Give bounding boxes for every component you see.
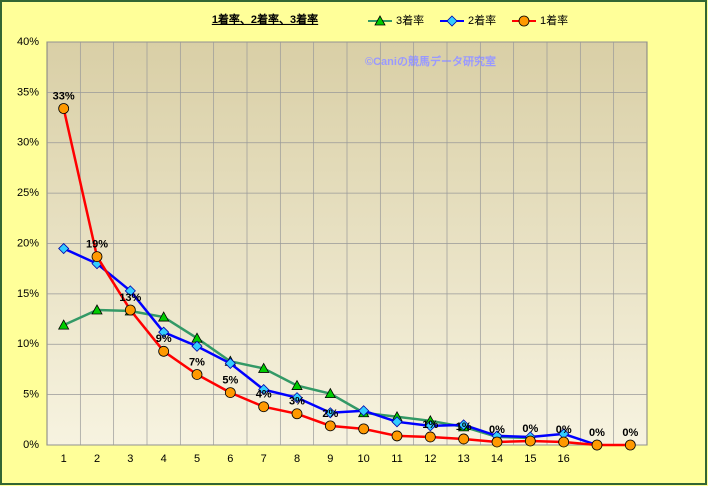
y-tick-label: 40%	[17, 36, 39, 48]
x-tick-label: 3	[127, 453, 133, 465]
data-label: 19%	[86, 239, 108, 251]
marker	[124, 304, 136, 316]
y-tick-label: 10%	[17, 338, 39, 350]
y-tick-label: 25%	[17, 187, 39, 199]
marker	[374, 15, 386, 26]
marker	[358, 405, 370, 417]
data-label: 13%	[119, 292, 141, 304]
data-label: 0%	[556, 424, 572, 436]
marker	[524, 435, 536, 447]
marker	[324, 387, 337, 399]
marker	[258, 384, 270, 396]
series-line	[62, 108, 631, 447]
x-tick-label: 12	[424, 453, 436, 465]
data-label: 3%	[289, 396, 305, 408]
marker	[291, 392, 303, 404]
x-tick-label: 14	[491, 453, 503, 465]
chart-title: 1着率、2着率、3着率	[212, 12, 318, 26]
marker	[258, 401, 270, 413]
marker	[391, 430, 403, 442]
marker	[558, 436, 570, 448]
data-label: 1%	[422, 419, 438, 431]
marker	[257, 362, 270, 373]
data-label: 1%	[456, 421, 472, 433]
marker	[291, 408, 303, 420]
data-label: 0%	[489, 424, 505, 436]
x-tick-label: 11	[391, 453, 402, 465]
data-label: 5%	[222, 375, 238, 387]
marker	[324, 407, 336, 419]
marker	[458, 433, 470, 445]
y-tick-label: 20%	[17, 237, 39, 249]
marker	[224, 387, 236, 399]
y-tick-label: 0%	[23, 439, 39, 451]
marker	[358, 423, 370, 435]
marker	[57, 319, 70, 330]
marker	[458, 419, 470, 431]
data-label: 33%	[53, 90, 75, 102]
marker	[591, 439, 603, 451]
marker	[424, 420, 436, 432]
x-tick-label: 9	[327, 453, 333, 465]
marker	[291, 379, 303, 390]
legend-label: 2着率	[468, 13, 496, 27]
legend-label: 3着率	[396, 13, 424, 27]
x-tick-label: 16	[558, 453, 570, 465]
data-label: 2%	[322, 408, 338, 420]
x-tick-label: 13	[458, 453, 470, 465]
x-tick-label: 7	[261, 453, 267, 465]
marker	[91, 251, 103, 262]
x-tick-label: 5	[194, 453, 200, 465]
marker	[124, 285, 136, 297]
x-tick-label: 2	[94, 453, 100, 465]
marker	[157, 311, 170, 322]
watermark: ©Caniの競馬データ研究室	[365, 54, 496, 68]
marker	[491, 436, 503, 448]
data-label: 0%	[522, 423, 538, 435]
data-label: 4%	[256, 389, 272, 401]
x-tick-label: 10	[358, 453, 370, 465]
marker	[224, 357, 236, 369]
marker	[624, 439, 636, 451]
marker	[58, 242, 70, 255]
data-label: 0%	[589, 427, 605, 439]
marker	[158, 345, 170, 357]
marker	[191, 340, 203, 352]
legend-label: 1着率	[540, 13, 568, 27]
marker	[324, 420, 336, 432]
marker	[424, 431, 436, 443]
x-tick-label: 6	[227, 453, 233, 465]
marker	[518, 15, 530, 27]
x-tick-label: 1	[61, 453, 67, 465]
marker	[91, 304, 103, 315]
y-tick-label: 35%	[17, 86, 39, 98]
x-tick-label: 15	[524, 453, 536, 465]
marker	[446, 15, 458, 27]
y-tick-label: 5%	[23, 389, 39, 401]
y-tick-label: 15%	[17, 288, 39, 300]
marker	[191, 369, 203, 380]
x-tick-label: 4	[161, 453, 167, 465]
x-tick-label: 8	[294, 453, 300, 465]
marker	[391, 416, 403, 428]
data-label: 7%	[189, 356, 205, 368]
marker	[158, 326, 170, 338]
data-label: 0%	[622, 427, 638, 439]
marker	[58, 103, 70, 114]
data-label: 9%	[156, 333, 172, 345]
y-tick-label: 30%	[17, 137, 39, 149]
